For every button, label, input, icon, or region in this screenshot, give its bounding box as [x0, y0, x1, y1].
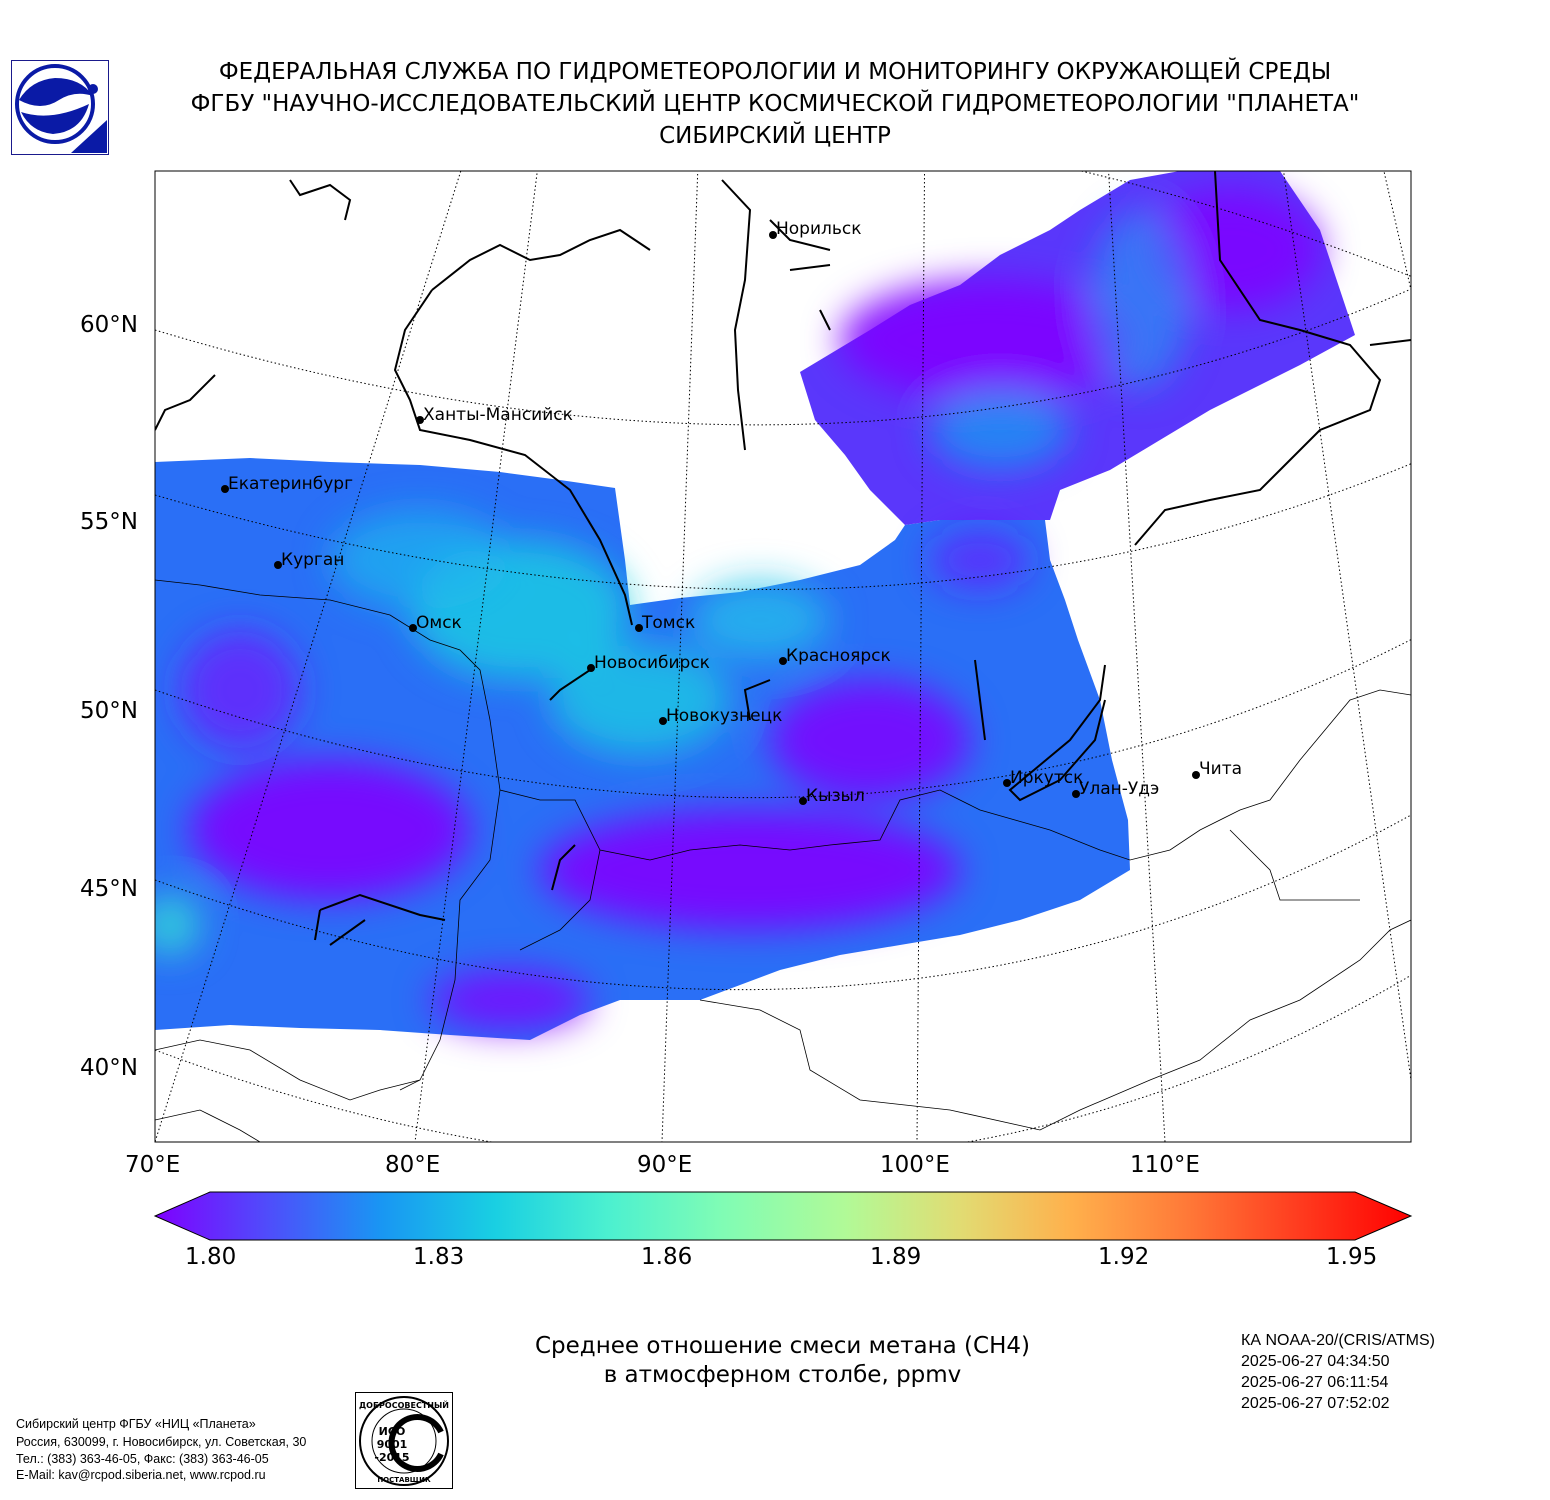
city-label: Улан-Удэ	[1079, 779, 1159, 799]
header-line-2: ФГБУ "НАУЧНО-ИССЛЕДОВАТЕЛЬСКИЙ ЦЕНТР КОС…	[190, 91, 1360, 117]
iso-code-2: 9001	[377, 1438, 408, 1451]
country-borders	[155, 579, 1411, 1142]
city-norilsk: Норильск	[769, 219, 862, 239]
iso-top-text: ДОБРОСОВЕСТНЫЙ	[359, 1399, 449, 1410]
city-tomsk: Томск	[635, 613, 695, 633]
city-label: Норильск	[776, 219, 862, 239]
colorbar	[153, 1191, 1413, 1241]
lat-label-55: 55°N	[80, 509, 138, 535]
city-label: Ханты-Мансийск	[423, 405, 573, 425]
city-label: Омск	[416, 613, 462, 633]
lat-label-50: 50°N	[80, 698, 138, 724]
footer-line-3: Тел.: (383) 363-46-05, Факс: (383) 363-4…	[16, 1452, 269, 1466]
city-markers: Норильск Ханты-Мансийск Екатеринбург Кур…	[221, 219, 1242, 806]
planeta-logo-icon	[11, 60, 109, 155]
city-label: Красноярск	[786, 646, 891, 666]
colorbar-tick: 1.89	[870, 1244, 922, 1270]
chart-title-line-2: в атмосферном столбе, ppmv	[603, 1362, 962, 1388]
graticule-parallels	[155, 171, 1411, 1142]
satellite-pass-2: 2025-06-27 06:11:54	[1241, 1374, 1389, 1391]
city-irkutsk: Иркутск	[1003, 768, 1083, 788]
footer-line-2: Россия, 630099, г. Новосибирск, ул. Сове…	[16, 1435, 307, 1449]
city-label: Кызыл	[806, 786, 865, 806]
city-chita: Чита	[1192, 759, 1242, 779]
chart-title-line-1: Среднее отношение смеси метана (CH4)	[534, 1333, 1030, 1359]
header-line-1: ФЕДЕРАЛЬНАЯ СЛУЖБА ПО ГИДРОМЕТЕОРОЛОГИИ …	[218, 59, 1332, 85]
lon-label-90: 90°E	[637, 1152, 693, 1178]
lon-label-70: 70°E	[125, 1152, 181, 1178]
lon-label-110: 110°E	[1130, 1152, 1200, 1178]
graticule-meridians	[155, 171, 1411, 1142]
satellite-pass-1: 2025-06-27 04:34:50	[1241, 1353, 1390, 1370]
footer-line-1: Сибирский центр ФГБУ «НИЦ «Планета»	[16, 1417, 256, 1431]
iso-code-3: -2015	[374, 1451, 409, 1464]
city-label: Новосибирск	[594, 653, 710, 673]
colorbar-tick: 1.95	[1326, 1244, 1378, 1270]
city-label: Курган	[281, 550, 344, 570]
rivers-coastlines	[155, 171, 1411, 946]
city-kurgan: Курган	[274, 550, 344, 570]
iso-code-1: ИСО	[379, 1425, 406, 1438]
lon-label-100: 100°E	[880, 1152, 950, 1178]
lat-label-40: 40°N	[80, 1055, 138, 1081]
city-label: Чита	[1199, 759, 1242, 779]
methane-field	[155, 190, 1320, 1030]
colorbar-tick: 1.83	[413, 1244, 465, 1270]
city-omsk: Омск	[409, 613, 462, 633]
city-krasnoyarsk: Красноярск	[779, 646, 891, 666]
iso-bottom-text: ПОСТАВЩИК	[377, 1476, 431, 1484]
city-label: Томск	[641, 613, 695, 633]
city-label: Новокузнецк	[666, 706, 782, 726]
satellite-name: КА NOAA-20/(CRIS/ATMS)	[1241, 1332, 1435, 1349]
footer-line-4: E-Mail: kav@rcpod.siberia.net, www.rcpod…	[16, 1468, 266, 1482]
city-label: Екатеринбург	[228, 474, 353, 494]
iso-badge: ДОБРОСОВЕСТНЫЙ ИСО 9001 -2015 ПОСТАВЩИК	[355, 1392, 453, 1489]
city-label: Иркутск	[1010, 768, 1083, 788]
city-novokuznetsk: Новокузнецк	[659, 706, 782, 726]
city-ulan-ude: Улан-Удэ	[1072, 779, 1159, 799]
city-yekaterinburg: Екатеринбург	[221, 474, 353, 494]
lat-label-45: 45°N	[80, 876, 138, 902]
city-novosibirsk: Новосибирск	[587, 653, 710, 673]
header-line-3: СИБИРСКИЙ ЦЕНТР	[659, 123, 891, 149]
lon-label-80: 80°E	[385, 1152, 441, 1178]
colorbar-tick: 1.92	[1098, 1244, 1150, 1270]
city-kyzyl: Кызыл	[799, 786, 865, 806]
lat-label-60: 60°N	[80, 312, 138, 338]
satellite-pass-3: 2025-06-27 07:52:02	[1241, 1395, 1390, 1412]
map-frame	[154, 170, 1412, 1143]
colorbar-tick: 1.80	[185, 1244, 237, 1270]
city-khanty-mansiysk: Ханты-Мансийск	[416, 405, 573, 425]
colorbar-tick: 1.86	[641, 1244, 693, 1270]
